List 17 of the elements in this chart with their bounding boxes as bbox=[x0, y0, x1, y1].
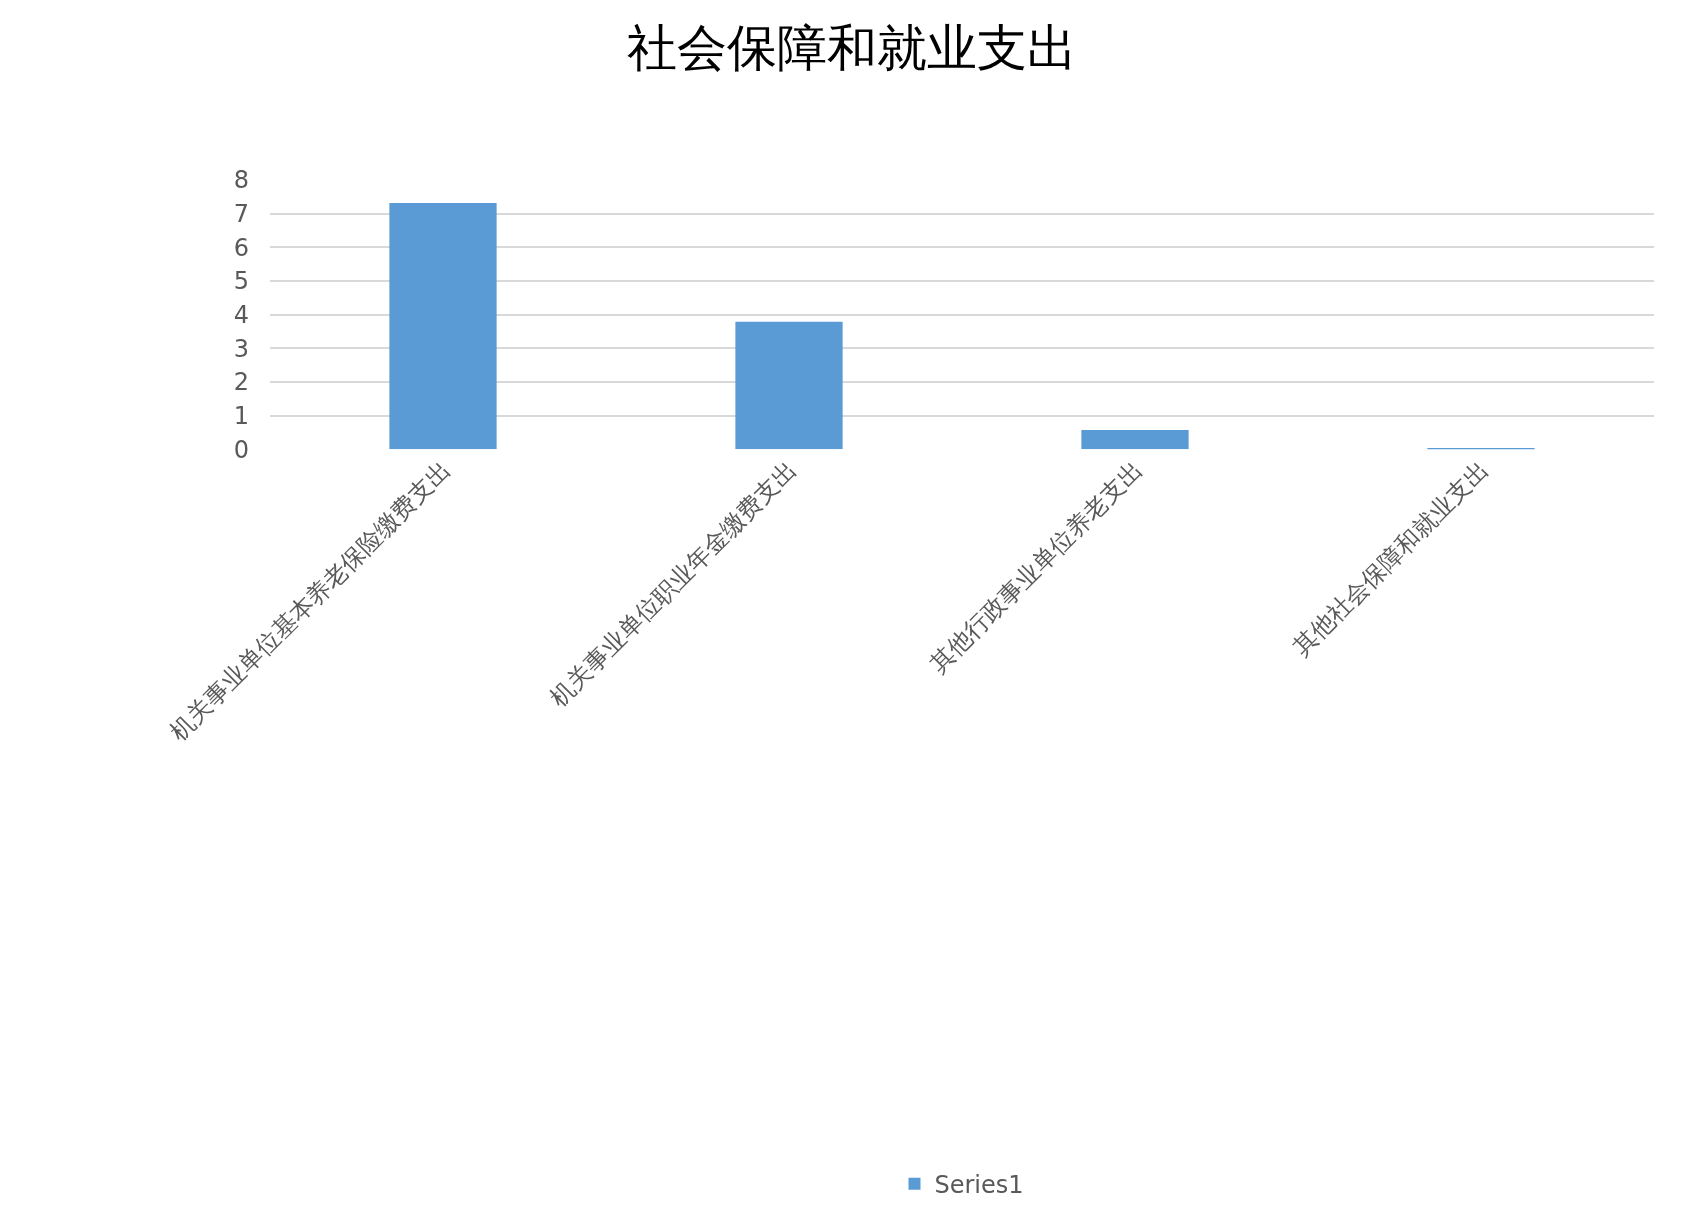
x-tick-label: 其他行政事业单位养老支出 bbox=[924, 455, 1148, 679]
y-tick-label: 0 bbox=[233, 435, 249, 464]
bar bbox=[389, 202, 497, 450]
y-tick-label: 2 bbox=[233, 368, 249, 397]
bar bbox=[735, 321, 843, 450]
x-tick-label: 机关事业单位职业年金缴费支出 bbox=[544, 455, 802, 713]
x-tick-label: 其他社会保障和就业支出 bbox=[1287, 455, 1494, 662]
y-tick-label: 7 bbox=[233, 200, 249, 229]
y-tick-label: 5 bbox=[233, 267, 249, 296]
bar bbox=[1081, 430, 1189, 450]
y-tick-label: 4 bbox=[233, 301, 249, 330]
chart-title: 社会保障和就业支出 bbox=[627, 19, 1077, 78]
legend-label: Series1 bbox=[934, 1171, 1024, 1200]
y-tick-label: 6 bbox=[233, 233, 249, 262]
y-tick-label: 8 bbox=[233, 166, 249, 195]
y-tick-label: 3 bbox=[233, 334, 249, 363]
y-tick-label: 1 bbox=[233, 402, 249, 431]
